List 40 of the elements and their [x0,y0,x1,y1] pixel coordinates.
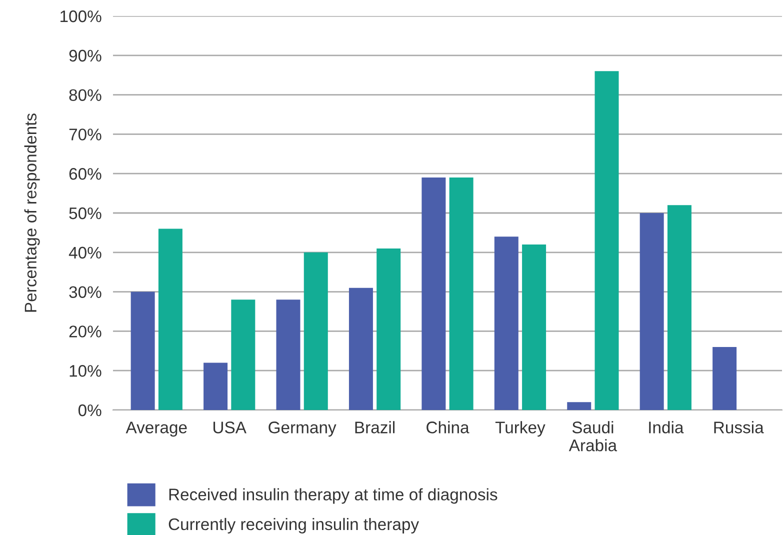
x-tick-label: Turkey [495,421,546,437]
y-axis-title: Percentage of respondents [24,114,40,312]
bar [276,300,300,410]
x-tick-label: USA [214,422,246,434]
y-tick-label: 50% [69,207,102,220]
y-tick-label: 30% [69,286,102,298]
legend-label: Received insulin therapy at time of diagnosis [169,488,498,504]
legend-label: Currently receiving insulin therapy [168,518,420,534]
bar [348,288,373,410]
x-tick-label: Average [126,422,187,437]
bar [494,236,518,410]
x-tick-label: Russia [714,421,764,434]
bar [130,292,155,410]
bar [522,244,546,410]
bar [304,252,328,410]
y-tick-label: 60% [69,168,102,180]
y-tick-label: 70% [69,128,102,140]
y-tick-label: 80% [69,89,102,102]
bar [712,346,737,410]
bar [640,213,664,410]
y-tick-label: 0% [78,404,102,416]
bar [594,71,619,410]
y-tick-label: 10% [70,365,102,377]
x-tick-label: Brazil [355,421,395,434]
bar [667,205,692,410]
y-tick-label: 40% [68,246,102,259]
x-tick-label: Germany [268,422,336,437]
y-tick-label: 100% [60,10,102,22]
bar [204,362,228,410]
bar [231,300,256,410]
bar [376,248,401,410]
y-tick-label: 20% [69,326,102,338]
x-tick-label: China [426,421,470,434]
bar [422,178,446,410]
bar [567,402,592,410]
x-tick-label: Saudi Arabia [568,421,618,452]
bar [449,178,474,410]
x-tick-label: India [649,421,684,434]
y-tick-label: 90% [69,50,102,62]
bar [158,228,182,410]
